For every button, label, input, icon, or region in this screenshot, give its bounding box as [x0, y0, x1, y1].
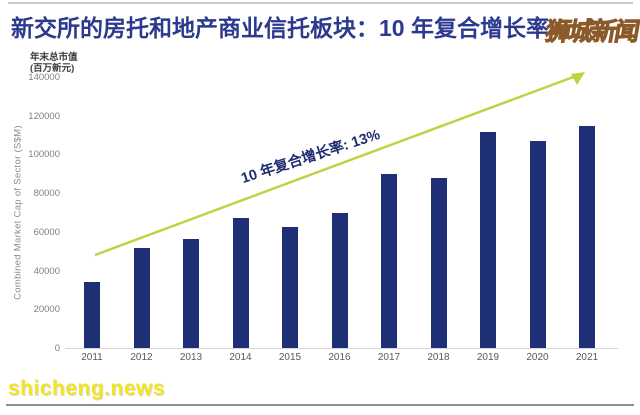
y-tick-20000: 20000	[33, 304, 60, 316]
bar-2014	[232, 218, 249, 348]
x-tick-2012: 2012	[130, 352, 153, 363]
x-tick-2014: 2014	[229, 352, 252, 363]
page-title: 新交所的房托和地产商业信托板块：10 年复合增长率	[11, 15, 549, 41]
y-axis-unit-line1: 年末总市值	[30, 52, 78, 63]
bar-2011	[84, 282, 100, 348]
y-tick-140000: 140000	[28, 72, 60, 83]
bottom-divider-line	[6, 404, 634, 406]
bar-2013	[183, 238, 199, 348]
x-tick-2017: 2017	[377, 352, 401, 363]
bar-2021	[579, 126, 595, 348]
bar-2016	[331, 213, 348, 348]
bar-2012	[133, 248, 150, 348]
y-tick-100000: 100000	[28, 149, 60, 161]
x-axis-line	[65, 348, 618, 349]
y-axis-unit-line2: (百万新元)	[30, 63, 75, 74]
bar-2019	[480, 132, 496, 348]
y-tick-120000: 120000	[28, 110, 60, 122]
x-tick-2020: 2020	[526, 352, 549, 363]
bar-2020	[529, 140, 546, 348]
x-tick-2019: 2019	[476, 352, 500, 363]
bar-2017	[381, 173, 397, 348]
x-tick-2018: 2018	[427, 352, 450, 363]
x-tick-2015: 2015	[278, 352, 302, 363]
y-tick-0: 0	[54, 343, 60, 354]
x-tick-2011: 2011	[81, 352, 103, 363]
y-tick-40000: 40000	[33, 265, 60, 277]
x-tick-2021: 2021	[575, 352, 599, 363]
bar-2018	[430, 177, 447, 348]
y-tick-80000: 80000	[33, 188, 60, 200]
y-axis-unit-label: 年末总市值 (百万新元)	[30, 52, 78, 74]
x-tick-2016: 2016	[328, 352, 351, 363]
y-tick-60000: 60000	[33, 226, 60, 238]
top-divider-line	[8, 2, 633, 4]
bar-2015	[282, 227, 298, 348]
watermark-bottom-left: shicheng.news	[8, 377, 166, 400]
x-tick-2013: 2013	[179, 352, 203, 363]
